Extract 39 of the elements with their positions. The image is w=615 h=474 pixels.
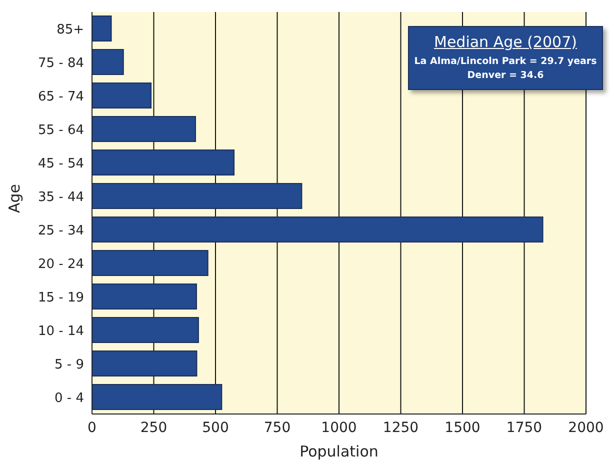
bar bbox=[92, 284, 197, 310]
y-tick-label: 85+ bbox=[56, 22, 84, 38]
bar bbox=[92, 384, 222, 410]
x-tick-label: 0 bbox=[88, 420, 96, 436]
x-tick-label: 750 bbox=[264, 420, 291, 436]
annotation: Denver = 34.6 bbox=[466, 70, 545, 81]
y-tick-label: 5 - 9 bbox=[54, 357, 84, 372]
y-tick-label: 10 - 14 bbox=[38, 324, 84, 339]
x-tick-label: 1750 bbox=[506, 420, 542, 436]
bar bbox=[92, 150, 235, 176]
x-tick-label: 2000 bbox=[568, 420, 604, 436]
x-tick-label: 1250 bbox=[382, 420, 419, 436]
y-tick-label: 45 - 54 bbox=[38, 156, 84, 172]
bar bbox=[92, 350, 198, 376]
bar bbox=[92, 250, 208, 276]
y-axis-title: Age bbox=[5, 184, 24, 213]
y-tick-label: 55 - 64 bbox=[38, 122, 84, 138]
x-tick-label: 1000 bbox=[321, 420, 357, 436]
bar bbox=[92, 49, 124, 75]
bar bbox=[92, 216, 544, 242]
y-tick-label: 35 - 44 bbox=[38, 190, 84, 205]
y-tick-label: 65 - 74 bbox=[38, 89, 84, 104]
y-tick-label: 75 - 84 bbox=[38, 56, 84, 71]
annotation: Median Age (2007) bbox=[433, 33, 578, 51]
x-tick-label: 1500 bbox=[444, 420, 480, 436]
note-box: Median Age (2007) La Alma/Lincoln Park = 29.7 years Denver = 34.6 bbox=[408, 26, 603, 90]
x-axis-title: Population bbox=[300, 442, 378, 461]
annotation: La Alma/Lincoln Park = 29.7 years bbox=[413, 56, 598, 67]
bar bbox=[92, 317, 199, 343]
y-tick-label: 0 - 4 bbox=[54, 390, 84, 406]
bar bbox=[92, 16, 112, 42]
y-tick-label: 15 - 19 bbox=[38, 290, 84, 306]
x-tick-label: 500 bbox=[202, 420, 229, 436]
x-tick-label: 250 bbox=[140, 420, 168, 436]
bar bbox=[92, 116, 196, 142]
y-tick-label: 25 - 34 bbox=[38, 223, 84, 238]
bar bbox=[92, 183, 302, 209]
bar bbox=[92, 82, 152, 108]
y-tick-label: 20 - 24 bbox=[38, 256, 84, 272]
